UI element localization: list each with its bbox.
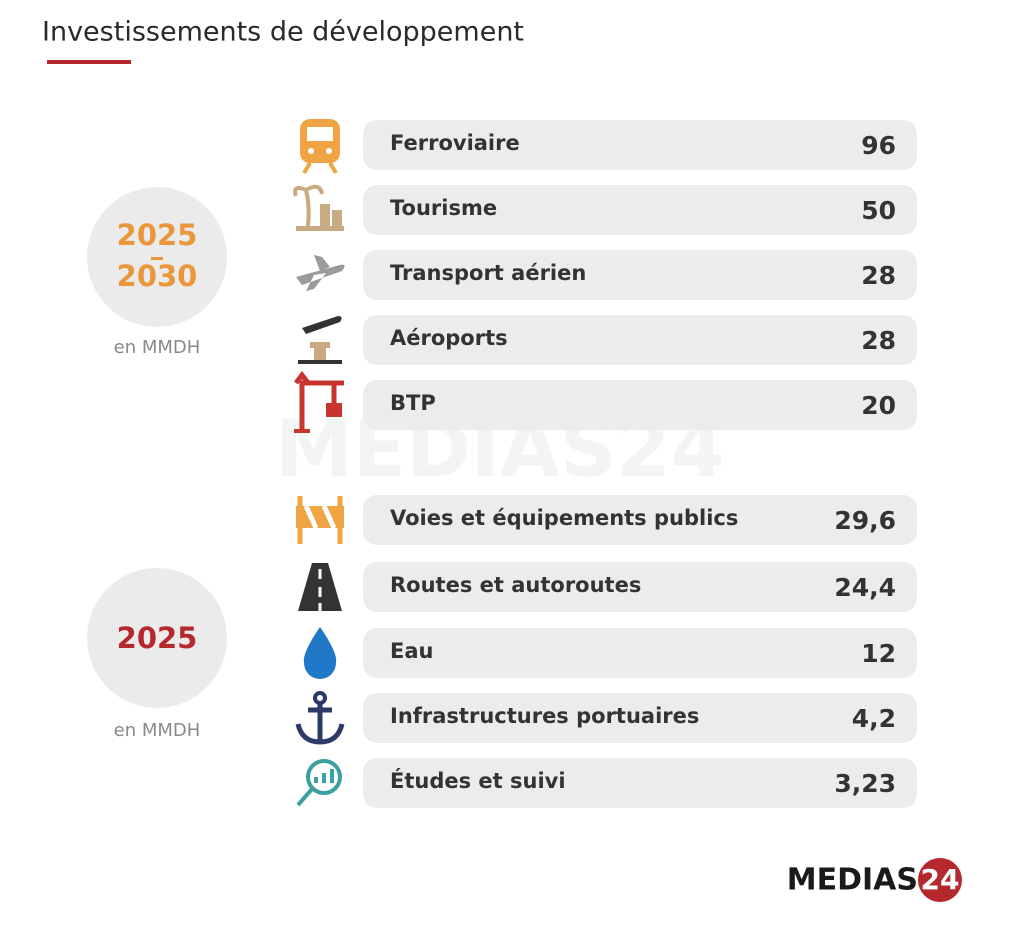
icon-shape: [310, 342, 330, 348]
item-pill: [363, 250, 917, 300]
icon-shape: [326, 148, 332, 154]
item-value: 28: [861, 261, 896, 290]
period-dash: [151, 257, 163, 260]
item-value: 28: [861, 326, 896, 355]
icon-shape: [332, 210, 342, 226]
icon-shape: [320, 204, 330, 226]
item-value: 4,2: [852, 704, 896, 733]
item-icon: [295, 691, 345, 745]
period-label: 2030: [117, 259, 198, 293]
icon-shape: [295, 703, 345, 745]
item-pill: [363, 495, 917, 545]
icon-shape: [298, 360, 342, 364]
icon-shape: [296, 769, 334, 807]
item-label: Infrastructures portuaires: [390, 704, 699, 728]
icon-shape: [293, 184, 324, 227]
icon-shape: [294, 370, 344, 431]
item-icon: [296, 496, 344, 544]
item-pill: [363, 758, 917, 808]
unit-label: en MMDH: [114, 720, 201, 741]
group: 2025 en MMDH Voies et équipements publics 2…: [87, 495, 917, 808]
icon-shape: [308, 148, 314, 154]
item-label: Routes et autoroutes: [390, 573, 641, 597]
period-circle: [87, 568, 227, 708]
icon-shape: [306, 759, 342, 795]
item-row: Routes et autoroutes 24,4: [298, 562, 917, 612]
item-value: 50: [861, 196, 896, 225]
item-value: 12: [861, 639, 896, 668]
period-label: 2025: [117, 621, 198, 655]
item-pill: [363, 185, 917, 235]
icon-shape: [296, 506, 344, 528]
item-row: Tourisme 50: [293, 184, 917, 235]
item-value: 3,23: [834, 769, 896, 798]
icon-shape: [296, 226, 344, 231]
period-label: 2025: [117, 218, 198, 252]
item-icon: [294, 370, 344, 433]
item-label: Aéroports: [390, 326, 508, 350]
icon-shape: [297, 496, 343, 544]
item-icon: [296, 255, 345, 291]
logo-badge-circle: [918, 858, 962, 902]
item-label: Voies et équipements publics: [390, 506, 738, 530]
item-row: Voies et équipements publics 29,6: [296, 495, 917, 545]
icon-shape: [303, 504, 337, 530]
icon-shape: [302, 316, 342, 334]
item-icon: [298, 316, 342, 364]
title-underline: [47, 60, 131, 64]
item-pill: [363, 315, 917, 365]
item-label: Transport aérien: [390, 261, 586, 285]
item-row: BTP 20: [294, 370, 917, 433]
logo: MEDIAS 24: [787, 858, 962, 902]
item-icon: [296, 759, 342, 807]
item-row: Ferroviaire 96: [300, 119, 917, 175]
item-icon: [298, 563, 342, 611]
group: 2025 2030 en MMDH Ferroviaire 96 Tourisme 50 Tr…: [87, 119, 917, 433]
item-row: Infrastructures portuaires 4,2: [295, 691, 917, 745]
item-row: Eau 12: [303, 627, 917, 679]
item-row: Études et suivi 3,23: [296, 758, 917, 808]
item-label: Études et suivi: [390, 768, 566, 793]
logo-badge: 24: [921, 863, 960, 896]
item-pill: [363, 628, 917, 678]
item-row: Aéroports 28: [298, 315, 917, 365]
icon-shape: [302, 161, 338, 175]
item-icon: [300, 119, 340, 175]
item-pill: [363, 693, 917, 743]
item-icon: [293, 184, 344, 231]
item-value: 29,6: [834, 506, 896, 535]
item-row: Transport aérien 28: [296, 250, 917, 300]
logo-text: MEDIAS: [787, 863, 918, 898]
item-label: BTP: [390, 391, 436, 415]
item-label: Ferroviaire: [390, 131, 520, 155]
icon-shape: [296, 255, 345, 291]
item-value: 20: [861, 391, 896, 420]
item-value: 96: [861, 131, 896, 160]
item-value: 24,4: [834, 573, 896, 602]
icon-shape: [303, 627, 337, 679]
item-label: Tourisme: [390, 196, 497, 220]
item-pill: [363, 120, 917, 170]
item-pill: [363, 562, 917, 612]
icon-shape: [294, 429, 310, 433]
icon-shape: [326, 403, 342, 417]
item-label: Eau: [390, 639, 433, 663]
item-pill: [363, 380, 917, 430]
item-icon: [303, 627, 337, 679]
icon-shape: [307, 127, 333, 141]
icon-shape: [314, 348, 326, 360]
title: Investissements de développement: [42, 17, 524, 48]
unit-label: en MMDH: [114, 337, 201, 358]
